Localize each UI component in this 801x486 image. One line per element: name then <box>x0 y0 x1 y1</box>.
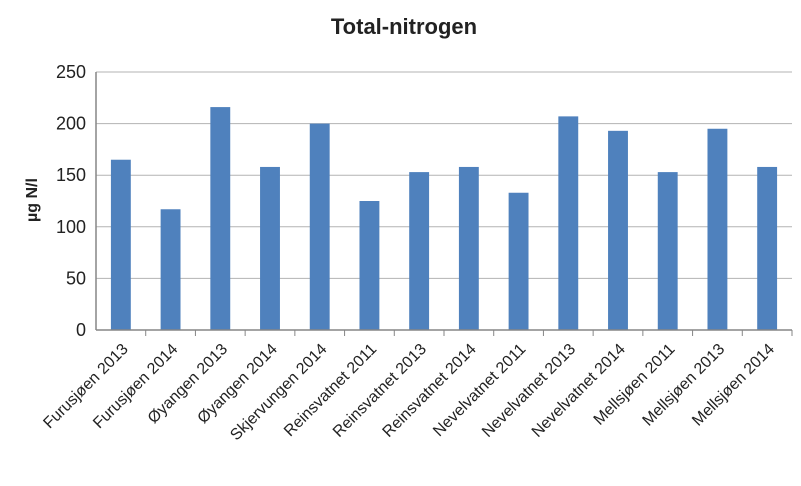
x-tick-label: Reinsvatnet 2011 <box>281 341 380 440</box>
gridlines <box>96 71 792 279</box>
y-tick-label: 250 <box>56 62 86 82</box>
x-tick-label: Nevelvatnet 2014 <box>529 341 629 441</box>
bar <box>260 166 280 330</box>
bar <box>110 159 131 330</box>
x-tick-label: Nevelvatnet 2011 <box>430 341 529 440</box>
y-tick-label: 200 <box>56 114 86 134</box>
bar <box>309 123 330 330</box>
y-tick-labels: 0 50 100 150 200 250 <box>56 62 86 340</box>
bars <box>110 107 778 330</box>
x-tick-label: Reinsvatnet 2013 <box>330 341 430 441</box>
bar <box>409 172 430 330</box>
bar <box>757 166 778 330</box>
y-tick-label: 100 <box>56 217 86 237</box>
chart-title: Total-nitrogen <box>331 14 477 39</box>
x-tick-label: Skjervungen 2014 <box>227 341 330 444</box>
bar <box>657 172 678 330</box>
y-axis-label: µg N/l <box>24 178 41 222</box>
bar <box>707 128 728 330</box>
y-tick-label: 0 <box>76 320 86 340</box>
bar <box>458 166 479 330</box>
bar <box>608 130 628 330</box>
y-tick-label: 150 <box>56 165 86 185</box>
bar <box>210 107 231 330</box>
bar <box>160 209 181 330</box>
x-tick-label: Furusjøen 2014 <box>90 341 181 432</box>
x-tick-label: Nevelvatnet 2013 <box>479 341 579 441</box>
x-tick-label: Reinsvatnet 2014 <box>380 341 480 441</box>
bar <box>558 116 579 330</box>
x-tick-label: Furusjøen 2013 <box>40 341 131 432</box>
y-tick-label: 50 <box>66 268 86 288</box>
bar <box>508 192 529 330</box>
bar <box>359 201 380 330</box>
